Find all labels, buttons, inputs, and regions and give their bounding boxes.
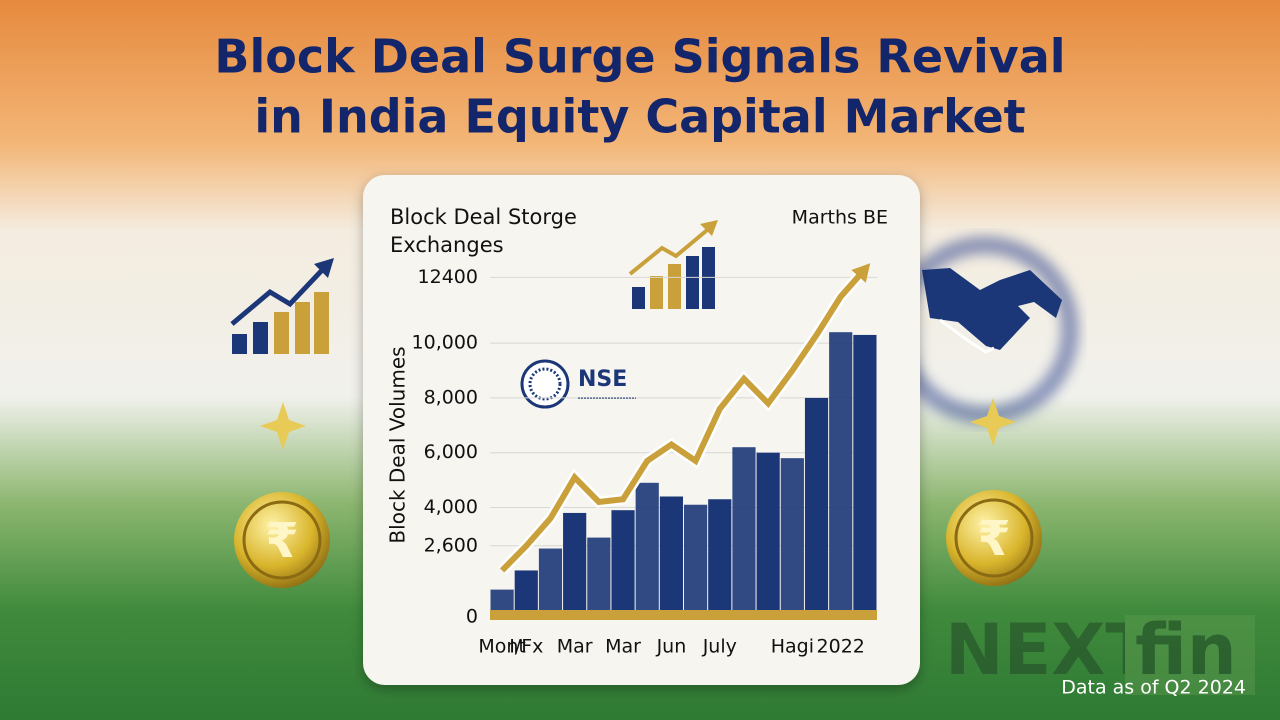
brand: NEXT fin	[945, 609, 1255, 695]
x-tick-label: I/Fx	[509, 636, 543, 658]
bar	[804, 397, 829, 617]
trend-line	[499, 267, 868, 573]
sparkle	[260, 402, 306, 450]
bar	[563, 512, 587, 617]
y-tick-label: 6,000	[424, 441, 478, 463]
brand-box	[1125, 615, 1255, 695]
chart-title: Block Deal Storge	[390, 205, 577, 229]
growth-icon	[230, 258, 334, 354]
x-tick-label: Hagi	[771, 636, 814, 658]
bar	[780, 458, 804, 617]
nse-logo: NSE	[520, 359, 636, 409]
x-tick-label: Jun	[656, 636, 687, 658]
y-tick-label: 2,600	[424, 534, 478, 556]
chart-subtitle: Marths BE	[792, 207, 888, 229]
svg-text:₹: ₹	[977, 511, 1010, 567]
bar	[611, 510, 635, 617]
bar	[514, 570, 538, 617]
brand-text: NEXT	[945, 609, 1153, 691]
baseline-strip	[490, 610, 877, 620]
bar	[587, 537, 611, 617]
chart: Block Deal Storge Exchanges Marths BE Bl…	[386, 205, 889, 658]
brand-text: fin	[1135, 609, 1237, 691]
y-tick-label: 8,000	[424, 386, 478, 408]
x-tick-label: Mar	[557, 636, 593, 658]
headline: Block Deal Surge Signals Revival	[214, 30, 1065, 84]
coin: ₹	[946, 490, 1042, 586]
bar	[756, 452, 780, 617]
bar	[538, 548, 563, 617]
bar	[853, 334, 877, 617]
x-tick-label: 2022	[817, 636, 865, 658]
bar	[732, 447, 756, 617]
y-tick-label: 12400	[418, 266, 478, 288]
trend-arrowhead	[851, 263, 871, 283]
bar	[635, 482, 659, 617]
logo-text: NSE	[578, 367, 627, 392]
bar	[659, 496, 683, 617]
coin: ₹	[234, 492, 330, 588]
y-tick-label: 4,000	[424, 496, 478, 518]
card-icon	[628, 220, 718, 309]
chart-title: Exchanges	[390, 233, 504, 257]
x-tick-label: Mont	[478, 636, 526, 658]
x-tick-label: July	[702, 636, 737, 658]
bar	[684, 504, 708, 617]
y-tick-label: 0	[466, 606, 478, 628]
sparkle	[970, 398, 1016, 446]
x-tick-label: Mar	[605, 636, 641, 658]
y-tick-label: 10,000	[412, 332, 478, 354]
footnote: Data as of Q2 2024	[1061, 677, 1246, 699]
svg-text:₹: ₹	[265, 513, 298, 569]
handshake-icon	[922, 268, 1062, 354]
bar	[829, 332, 853, 617]
headline: in India Equity Capital Market	[254, 90, 1025, 144]
bar	[708, 499, 732, 617]
y-axis-label: Block Deal Volumes	[386, 346, 410, 543]
